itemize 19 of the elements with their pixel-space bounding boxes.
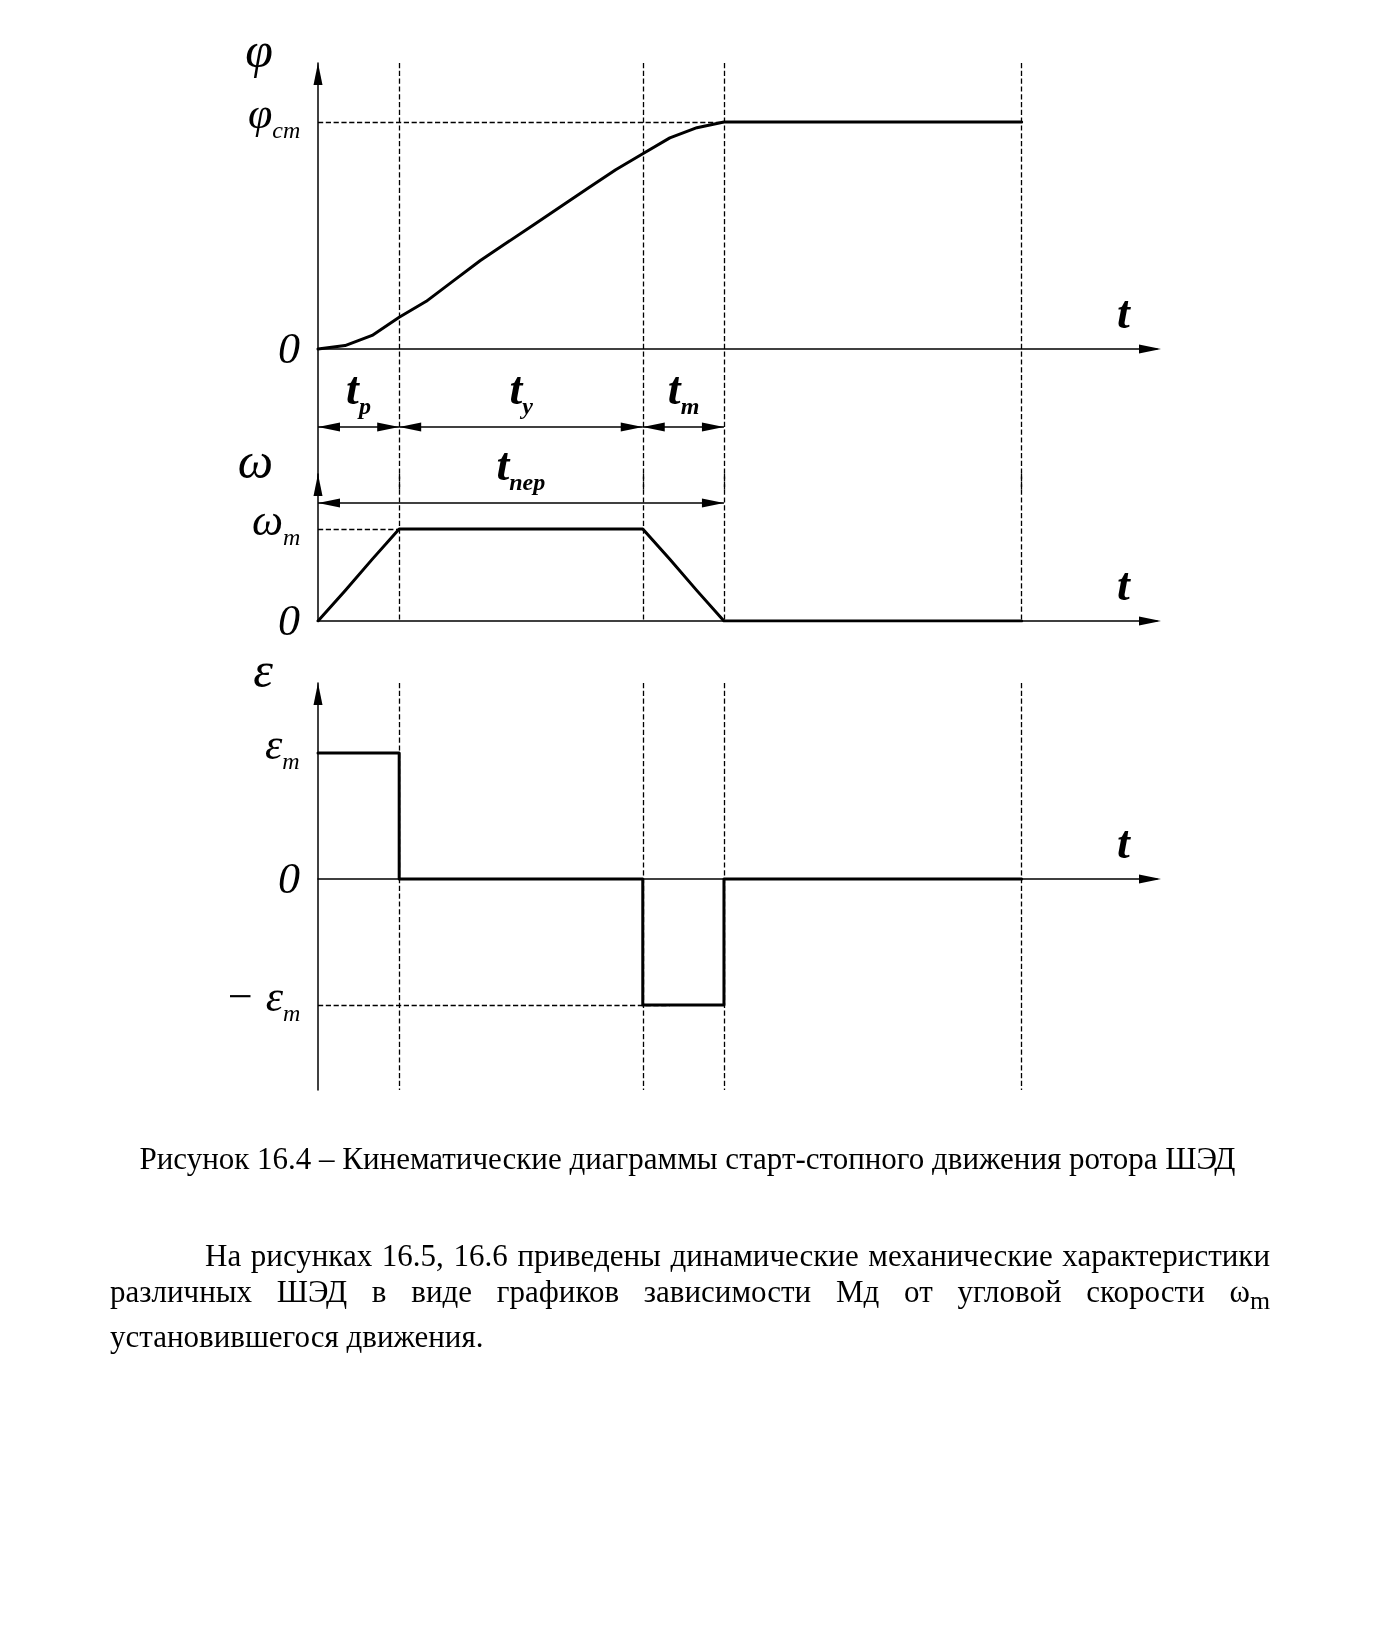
text: ε$_{m}$: [265, 720, 300, 776]
y-axis-title: ω: [237, 433, 273, 489]
text: 0: [278, 854, 300, 904]
x-axis-title: t: [1117, 286, 1131, 338]
text: Рисунок 16.4 – Кинематические диаграммы старт-стопного движения ротора ШЭД: [138, 1140, 1237, 1178]
x-axis-title: t: [1117, 558, 1131, 610]
x-axis-title: t: [1117, 816, 1131, 868]
text: 0: [278, 324, 300, 374]
y-axis-title: ε: [253, 642, 274, 698]
y-axis-title: φ: [245, 22, 273, 78]
text: t$_{р}$: [346, 362, 371, 421]
text: На рисунках 16.5, 16.6 приведены динамические механические характеристики различных ШЭД в виде графиков зависимости Мд от угловой скорости ω$_{m}$ установившегося движения.: [110, 1238, 1270, 1355]
text: ω$_{m}$: [252, 496, 301, 552]
text: − ε$_{m}$: [225, 972, 301, 1028]
text: t$_{у}$: [509, 362, 533, 421]
text: 0: [278, 596, 300, 646]
text: t$_{т}$: [667, 362, 700, 421]
text: φ$_{ст}$: [248, 89, 301, 145]
text: t$_{пер}$: [496, 438, 546, 497]
